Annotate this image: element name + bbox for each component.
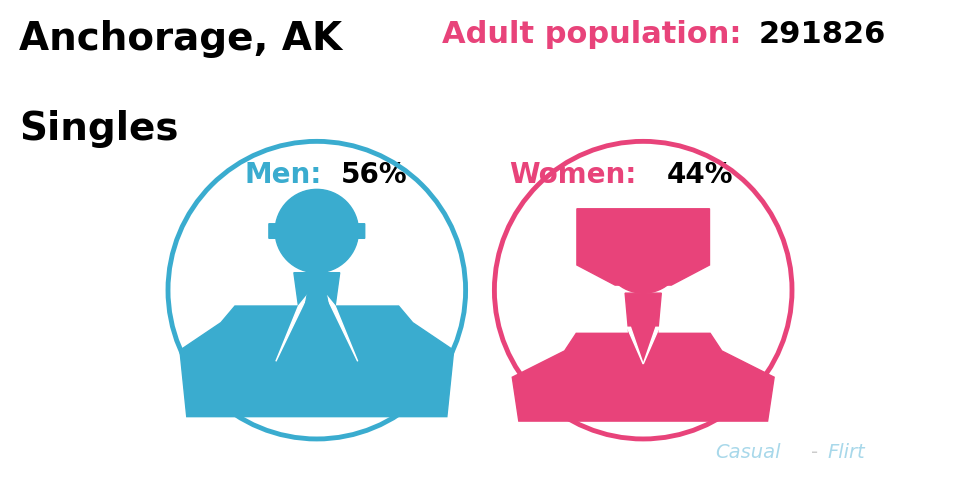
Text: Singles: Singles: [19, 110, 179, 148]
Ellipse shape: [276, 190, 358, 273]
Polygon shape: [294, 273, 340, 307]
FancyBboxPatch shape: [352, 224, 365, 239]
Text: 44%: 44%: [667, 160, 733, 188]
Polygon shape: [513, 334, 774, 421]
Polygon shape: [276, 294, 308, 362]
Polygon shape: [577, 209, 709, 286]
Text: Flirt: Flirt: [828, 442, 865, 461]
Text: Men:: Men:: [245, 160, 323, 188]
FancyBboxPatch shape: [269, 224, 281, 239]
Polygon shape: [627, 328, 643, 364]
Ellipse shape: [603, 213, 684, 294]
Polygon shape: [304, 283, 329, 384]
Polygon shape: [643, 328, 660, 364]
Text: -: -: [811, 442, 818, 461]
Polygon shape: [625, 294, 661, 334]
Polygon shape: [325, 294, 358, 362]
Text: 291826: 291826: [758, 20, 886, 49]
Text: 56%: 56%: [341, 160, 407, 188]
Text: Casual: Casual: [715, 442, 780, 461]
Text: Adult population:: Adult population:: [442, 20, 741, 49]
Text: Anchorage, AK: Anchorage, AK: [19, 20, 343, 58]
Text: Women:: Women:: [509, 160, 636, 188]
Polygon shape: [180, 307, 454, 417]
